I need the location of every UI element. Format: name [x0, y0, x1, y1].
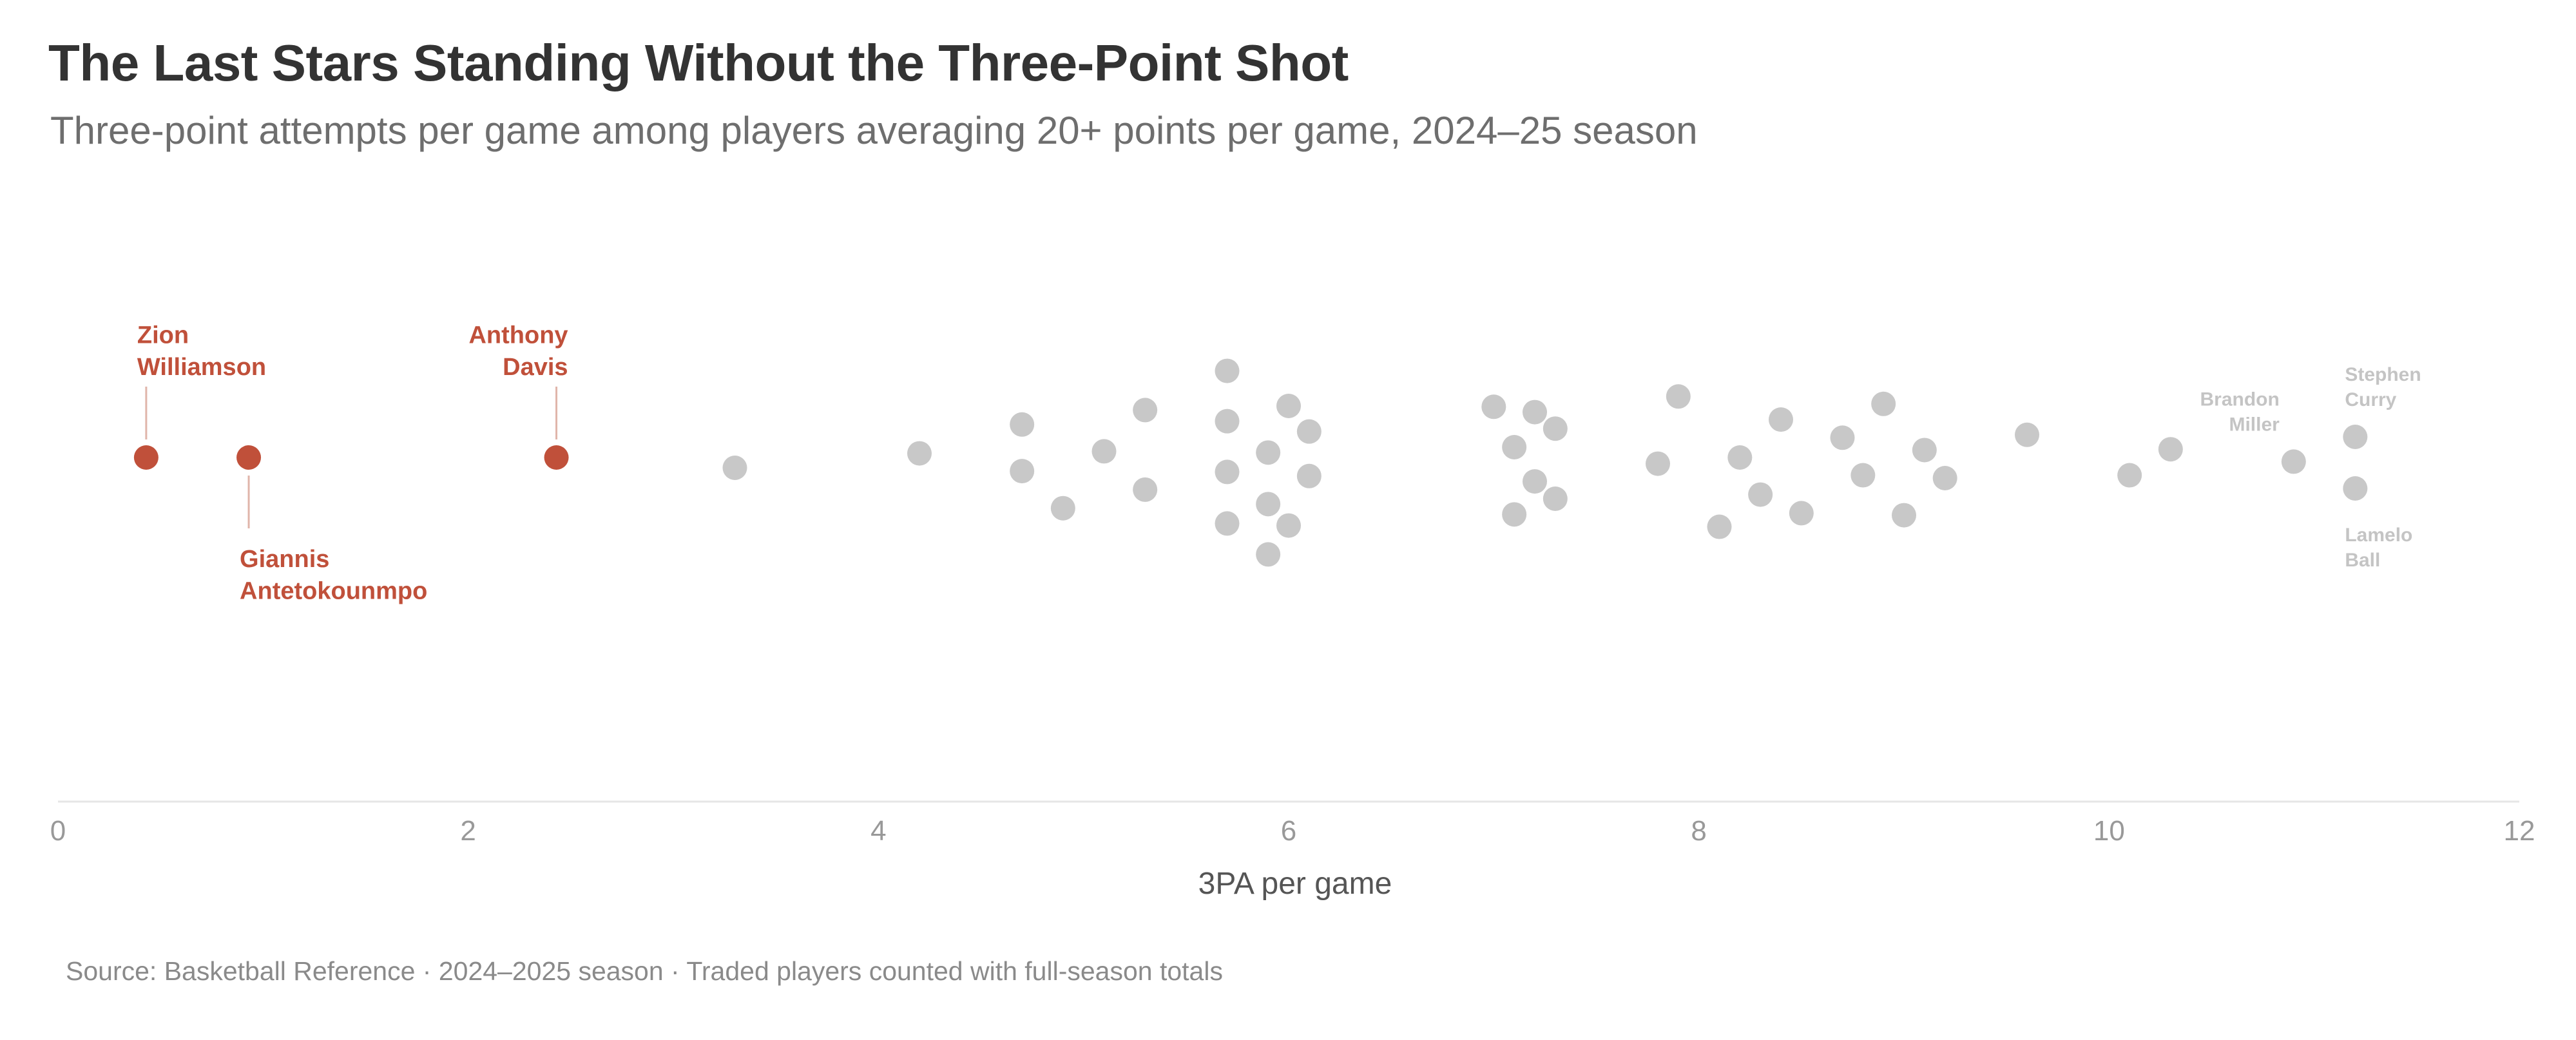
player-dot [1296, 419, 1322, 444]
labeled-other-players: Stephen Curry Brandon Miller Lamelo Ball [2200, 364, 2421, 571]
player-dot [1850, 463, 1876, 488]
x-tick-label: 0 [50, 815, 66, 847]
player-label: Giannis [240, 546, 329, 573]
player-dot [1215, 511, 1240, 536]
player-dot [2343, 425, 2368, 449]
x-tick-label: 4 [870, 815, 886, 847]
other-players [722, 358, 2183, 567]
player-dot [1256, 492, 1281, 517]
player-dot [1502, 502, 1527, 527]
x-tick-label: 2 [460, 815, 476, 847]
player-dot [1050, 496, 1075, 521]
player-label: Zion [137, 322, 189, 349]
player-dot [1666, 384, 1691, 409]
player-dot [1133, 477, 1158, 502]
player-dot [1871, 391, 1896, 416]
player-label: Davis [503, 354, 568, 381]
player-label: Ball [2345, 550, 2380, 571]
player-dot [1830, 425, 1855, 450]
player-dot [1276, 394, 1301, 418]
player-dot [1256, 542, 1281, 567]
x-axis-label: 3PA per game [1198, 867, 1392, 901]
player-dot [1481, 394, 1506, 419]
player-dot [1215, 358, 1240, 383]
player-dot [2281, 449, 2306, 474]
player-dot [1748, 482, 1773, 507]
player-dot [1543, 416, 1568, 441]
player-label: Lamelo [2345, 525, 2412, 546]
player-label: Stephen [2345, 364, 2421, 385]
player-dot [1091, 439, 1117, 464]
highlighted-players: Zion Williamson Giannis Antetokounmpo Anthon… [133, 322, 569, 604]
player-dot [2343, 476, 2368, 501]
player-dot [1707, 514, 1732, 539]
player-dot [1932, 466, 1957, 490]
x-tick-label: 8 [1691, 815, 1706, 847]
player-dot [1215, 409, 1240, 434]
x-tick-label: 6 [1281, 815, 1296, 847]
x-tick-label: 12 [2504, 815, 2535, 847]
player-dot [1010, 412, 1035, 437]
player-label: Anthony [468, 322, 568, 349]
player-label: Antetokounmpo [240, 577, 427, 604]
chart-title: The Last Stars Standing Without the Thre… [48, 34, 1349, 91]
player-label: Williamson [137, 354, 266, 381]
highlighted-player-dot [236, 445, 262, 470]
player-dot [1543, 486, 1568, 511]
player-dot [1256, 440, 1281, 465]
x-tick-label: 10 [2093, 815, 2125, 847]
x-axis-ticks: 0 2 4 6 8 10 12 [50, 815, 2535, 847]
player-dot [2158, 437, 2183, 462]
player-dot [1502, 435, 1527, 459]
player-dot [2117, 463, 2142, 488]
chart-subtitle: Three-point attempts per game among play… [50, 109, 1698, 152]
player-dot [1523, 469, 1547, 494]
player-dot [1769, 407, 1793, 432]
player-dot [907, 441, 932, 466]
player-dot [1296, 463, 1322, 488]
player-label: Curry [2345, 389, 2396, 410]
player-dot [1646, 451, 1670, 476]
player-dot [1912, 438, 1937, 463]
player-dot [1276, 513, 1301, 538]
source-note: Source: Basketball Reference · 2024–2025… [66, 956, 1223, 986]
player-dot [1010, 459, 1035, 484]
player-label: Brandon [2200, 389, 2280, 410]
player-label: Miller [2229, 414, 2280, 435]
player-dot [1215, 459, 1240, 485]
player-dot [722, 456, 747, 480]
player-dot [1523, 400, 1547, 425]
player-dot [1892, 503, 1916, 528]
highlighted-player-dot [544, 445, 569, 470]
player-dot [1727, 445, 1753, 470]
player-dot [1133, 398, 1158, 423]
player-dot [1789, 501, 1814, 526]
player-dot [2015, 422, 2039, 447]
highlighted-player-dot [133, 445, 159, 470]
